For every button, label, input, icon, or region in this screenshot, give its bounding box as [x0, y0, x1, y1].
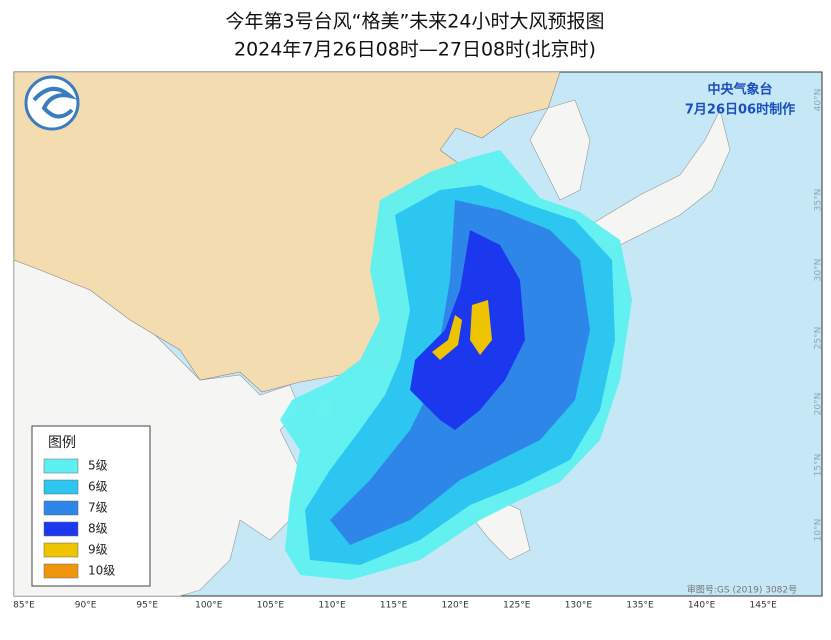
longitude-label: 85°E [13, 601, 35, 611]
longitude-label: 130°E [565, 601, 593, 611]
longitude-label: 95°E [136, 601, 158, 611]
legend-swatch [43, 521, 79, 537]
longitude-label: 105°E [257, 601, 285, 611]
legend-label: 5级 [88, 459, 108, 473]
wind-zone-9 [432, 315, 462, 360]
legend-swatch [43, 458, 79, 474]
latitude-label: 15°N [814, 454, 824, 477]
latitude-label: 20°N [814, 393, 824, 416]
logo [24, 75, 80, 131]
longitude-label: 145°E [750, 601, 778, 611]
longitude-label: 100°E [195, 601, 223, 611]
wind-zone-8 [410, 230, 525, 430]
latitude-label: 40°N [814, 89, 824, 112]
legend-label: 10级 [88, 564, 115, 578]
latitude-label: 25°N [814, 327, 824, 350]
legend-swatch [43, 563, 79, 579]
legend-swatch [43, 542, 79, 558]
legend-label: 6级 [88, 480, 108, 494]
longitude-label: 135°E [626, 601, 654, 611]
wind-zone-9 [470, 300, 492, 355]
latitude-label: 35°N [814, 189, 824, 212]
legend-title: 图例 [48, 435, 76, 451]
legend: 图例 5级 6级 7级 8级 9级 10级 [31, 425, 151, 587]
legend-label: 9级 [88, 543, 108, 557]
agency-name: 中央气象台 [707, 82, 772, 98]
latitude-label: 10°N [814, 519, 824, 542]
longitude-label: 115°E [380, 601, 408, 611]
issue-time: 7月26日06时制作 [685, 102, 795, 118]
longitude-label: 140°E [688, 601, 716, 611]
longitude-label: 120°E [442, 601, 470, 611]
longitude-label: 125°E [503, 601, 531, 611]
legend-label: 7级 [88, 501, 108, 515]
legend-swatch [43, 500, 79, 516]
latitude-label: 30°N [814, 259, 824, 282]
review-number: 审图号:GS (2019) 3082号 [687, 584, 797, 596]
title: 今年第3号台风“格美”未来24小时大风预报图 [226, 11, 605, 33]
subtitle: 2024年7月26日08时—27日08时(北京时) [234, 39, 596, 61]
longitude-label: 110°E [318, 601, 346, 611]
legend-label: 8级 [88, 522, 108, 536]
land-korea [529, 99, 591, 201]
legend-swatch [43, 479, 79, 495]
longitude-label: 90°E [75, 601, 97, 611]
